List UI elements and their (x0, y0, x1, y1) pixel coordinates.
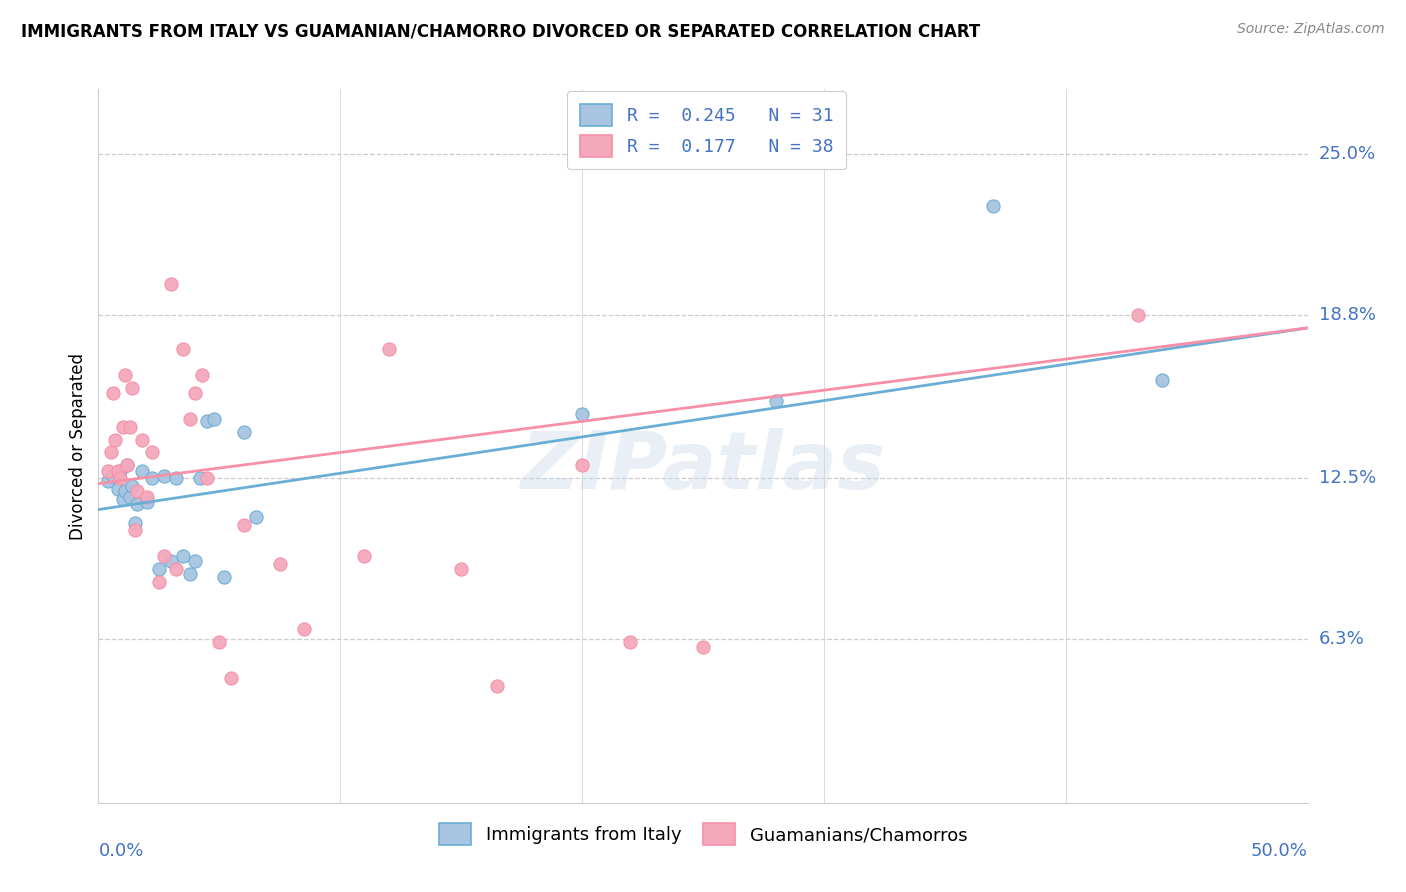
Point (121, 479, 143, 493)
Point (184, 385, 207, 400)
Point (124, 516, 146, 530)
Point (195, 471, 218, 485)
Point (111, 492, 134, 507)
Point (353, 549, 375, 564)
Point (100, 445, 122, 459)
Point (377, 342, 399, 356)
Point (101, 385, 124, 400)
Point (108, 471, 131, 485)
Point (165, 471, 187, 485)
Point (118, 419, 141, 434)
Point (108, 464, 131, 478)
Point (179, 567, 201, 582)
Point (165, 562, 187, 576)
Point (292, 622, 315, 636)
Point (450, 562, 472, 576)
Point (245, 510, 267, 524)
Y-axis label: Divorced or Separated: Divorced or Separated (69, 352, 87, 540)
Point (97, 474, 120, 488)
Point (172, 549, 194, 564)
Point (571, 407, 593, 421)
Point (101, 468, 124, 483)
Point (148, 575, 170, 590)
Text: Source: ZipAtlas.com: Source: ZipAtlas.com (1237, 22, 1385, 37)
Point (232, 425, 254, 439)
Text: 0.0%: 0.0% (98, 842, 143, 860)
Text: 18.8%: 18.8% (1319, 306, 1375, 324)
Point (152, 549, 174, 564)
Point (1152, 373, 1174, 387)
Point (124, 524, 146, 538)
Point (184, 554, 207, 568)
Text: IMMIGRANTS FROM ITALY VS GUAMANIAN/CHAMORRO DIVORCED OR SEPARATED CORRELATION CH: IMMIGRANTS FROM ITALY VS GUAMANIAN/CHAMO… (21, 22, 980, 40)
Point (111, 419, 134, 434)
Point (179, 411, 201, 425)
Text: 6.3%: 6.3% (1319, 631, 1364, 648)
Point (204, 411, 226, 425)
Point (232, 518, 254, 533)
Point (127, 484, 149, 499)
Point (121, 381, 143, 395)
Legend: Immigrants from Italy, Guamanians/Chamorros: Immigrants from Italy, Guamanians/Chamor… (430, 814, 976, 855)
Point (619, 635, 641, 649)
Point (118, 490, 141, 504)
Point (114, 484, 136, 499)
Point (104, 433, 127, 447)
Text: ZIPatlas: ZIPatlas (520, 428, 886, 507)
Point (127, 497, 149, 511)
Point (148, 562, 170, 576)
Point (172, 342, 194, 356)
Point (160, 554, 183, 568)
Point (1128, 308, 1150, 322)
Point (117, 458, 139, 473)
Point (212, 570, 235, 584)
Text: 50.0%: 50.0% (1251, 842, 1308, 860)
Point (97, 464, 120, 478)
Point (269, 557, 291, 571)
Point (188, 471, 211, 485)
Point (117, 458, 139, 473)
Point (114, 368, 136, 382)
Point (152, 468, 174, 483)
Point (208, 635, 231, 649)
Point (141, 445, 163, 459)
Point (486, 679, 509, 693)
Point (135, 490, 157, 504)
Text: 12.5%: 12.5% (1319, 469, 1376, 487)
Text: 25.0%: 25.0% (1319, 145, 1376, 163)
Point (571, 458, 593, 473)
Point (131, 433, 153, 447)
Point (981, 199, 1004, 213)
Point (191, 368, 214, 382)
Point (692, 640, 714, 654)
Point (107, 482, 129, 496)
Point (135, 495, 157, 509)
Point (141, 471, 163, 485)
Point (160, 277, 183, 291)
Point (765, 393, 787, 408)
Point (131, 464, 153, 478)
Point (221, 671, 243, 685)
Point (195, 414, 218, 428)
Point (107, 464, 129, 478)
